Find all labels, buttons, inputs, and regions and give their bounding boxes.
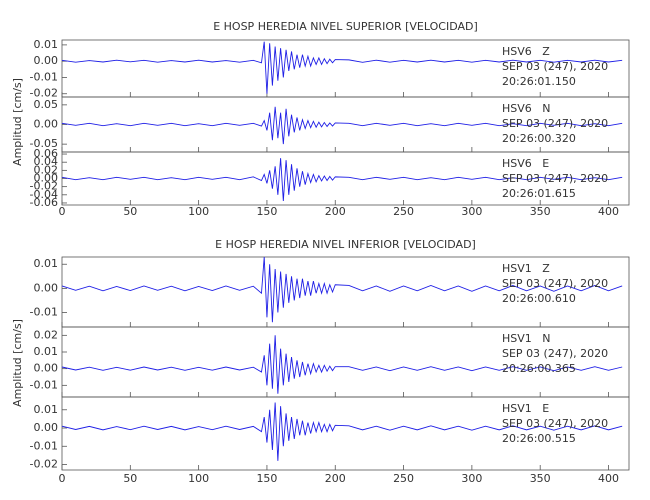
- trace-annotation: HSV6 Z: [502, 45, 550, 58]
- x-tick-label: 250: [393, 472, 414, 485]
- y-tick-label: -0.02: [30, 458, 58, 471]
- y-tick-label: -0.01: [30, 70, 58, 83]
- y-tick-label: 0.01: [34, 38, 59, 51]
- chart-title: E HOSP HEREDIA NIVEL SUPERIOR [VELOCIDAD…: [213, 20, 478, 33]
- y-tick-label: 0.00: [34, 172, 59, 185]
- chart-title: E HOSP HEREDIA NIVEL INFERIOR [VELOCIDAD…: [215, 238, 476, 251]
- y-tick-label: -0.05: [30, 137, 58, 150]
- trace-annotation: 20:26:01.615: [502, 187, 576, 200]
- y-tick-label: 0.04: [34, 155, 59, 168]
- trace-annotation: 20:26:00.515: [502, 432, 576, 445]
- trace-annotation: HSV1 N: [502, 332, 551, 345]
- y-tick-label: -0.01: [30, 378, 58, 391]
- x-tick-label: 100: [188, 205, 209, 218]
- x-tick-label: 350: [530, 205, 551, 218]
- x-tick-label: 200: [325, 205, 346, 218]
- x-tick-label: 150: [256, 472, 277, 485]
- trace-annotation: HSV6 E: [502, 157, 549, 170]
- y-tick-label: 0.00: [34, 421, 59, 434]
- y-tick-label: 0.06: [34, 147, 59, 160]
- x-tick-label: 400: [598, 205, 619, 218]
- y-tick-label: 0.00: [34, 118, 59, 131]
- x-tick-label: 0: [59, 205, 66, 218]
- x-tick-label: 300: [461, 205, 482, 218]
- trace-annotation: SEP 03 (247), 2020: [502, 60, 608, 73]
- y-tick-label: 0.01: [34, 257, 59, 270]
- y-tick-label: -0.06: [30, 196, 58, 209]
- panel-frame: [61, 396, 630, 471]
- waveform: [61, 106, 623, 145]
- y-tick-label: -0.02: [30, 87, 58, 100]
- trace-annotation: SEP 03 (247), 2020: [502, 117, 608, 130]
- x-tick-label: 350: [530, 472, 551, 485]
- trace-annotation: HSV6 N: [502, 102, 551, 115]
- y-tick-label: 0.02: [34, 163, 59, 176]
- y-tick-label: 0.00: [34, 281, 59, 294]
- trace-annotation: SEP 03 (247), 2020: [502, 347, 608, 360]
- x-tick-label: 50: [123, 205, 137, 218]
- trace-annotation: 20:26:00.320: [502, 132, 576, 145]
- waveform: [61, 158, 623, 201]
- x-tick-label: 400: [598, 472, 619, 485]
- y-tick-label: 0.05: [34, 98, 59, 111]
- y-tick-label: 0.00: [34, 362, 59, 375]
- x-tick-label: 0: [59, 472, 66, 485]
- trace-annotation: 20:26:01.150: [502, 75, 576, 88]
- waveform: [61, 402, 623, 461]
- x-tick-label: 50: [123, 472, 137, 485]
- waveform: [61, 41, 623, 94]
- waveform: [61, 256, 623, 323]
- x-tick-label: 150: [256, 205, 277, 218]
- y-tick-label: 0.00: [34, 54, 59, 67]
- x-tick-label: 250: [393, 205, 414, 218]
- trace-annotation: SEP 03 (247), 2020: [502, 172, 608, 185]
- trace-annotation: SEP 03 (247), 2020: [502, 417, 608, 430]
- y-tick-label: 0.01: [34, 403, 59, 416]
- y-tick-label: -0.01: [30, 439, 58, 452]
- x-tick-label: 200: [325, 472, 346, 485]
- trace-annotation: 20:26:00.365: [502, 362, 576, 375]
- x-tick-label: 100: [188, 472, 209, 485]
- y-axis-label: Amplitud [cm/s]: [11, 78, 24, 166]
- trace-annotation: SEP 03 (247), 2020: [502, 277, 608, 290]
- y-tick-label: -0.02: [30, 180, 58, 193]
- x-tick-label: 300: [461, 472, 482, 485]
- y-tick-label: 0.02: [34, 328, 59, 341]
- trace-annotation: HSV1 E: [502, 402, 549, 415]
- waveform: [61, 335, 623, 394]
- trace-annotation: 20:26:00.610: [502, 292, 576, 305]
- y-tick-label: -0.04: [30, 188, 58, 201]
- y-axis-label: Amplitud [cm/s]: [11, 319, 24, 407]
- y-tick-label: -0.01: [30, 306, 58, 319]
- trace-annotation: HSV1 Z: [502, 262, 550, 275]
- y-tick-label: 0.01: [34, 345, 59, 358]
